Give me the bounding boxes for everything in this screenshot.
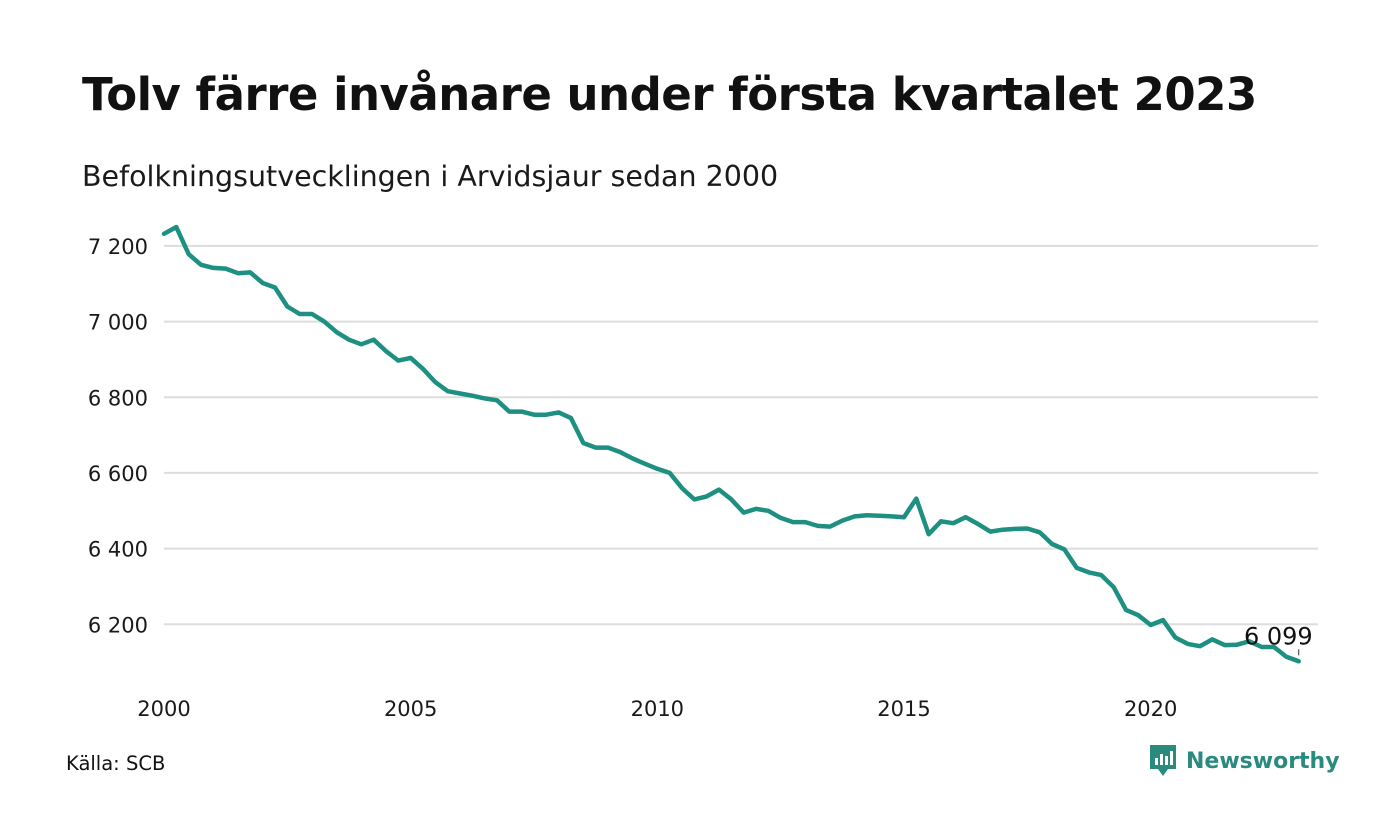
y-tick-label: 6 800 — [88, 386, 148, 410]
chart-subtitle: Befolkningsutvecklingen i Arvidsjaur sed… — [82, 160, 779, 193]
series-line — [161, 224, 1301, 664]
x-tick-label: 2000 — [137, 697, 190, 721]
y-tick-label: 6 200 — [88, 613, 148, 637]
end-annotation: 6 099 — [1244, 622, 1313, 656]
y-tick-label: 7 200 — [88, 235, 148, 259]
brand-name: Newsworthy — [1186, 748, 1340, 774]
x-tick-label: 2005 — [384, 697, 437, 721]
brand-logo: Newsworthy — [1148, 743, 1340, 779]
y-axis-ticks: 6 200 6 400 6 600 6 800 7 000 7 200 — [88, 235, 148, 637]
chart-title: Tolv färre invånare under första kvartal… — [82, 68, 1257, 121]
y-tick-label: 6 600 — [88, 462, 148, 486]
source-note: Källa: SCB — [66, 752, 166, 775]
newsworthy-logo-icon — [1150, 745, 1176, 776]
x-axis-ticks: 2000 2005 2010 2015 2020 — [137, 697, 1177, 721]
x-tick-label: 2010 — [631, 697, 684, 721]
x-tick-label: 2020 — [1124, 697, 1177, 721]
x-tick-label: 2015 — [877, 697, 930, 721]
y-tick-label: 7 000 — [88, 311, 148, 335]
gridlines — [164, 244, 1318, 626]
series-group — [161, 224, 1301, 664]
end-value-label: 6 099 — [1244, 622, 1313, 650]
y-tick-label: 6 400 — [88, 538, 148, 562]
